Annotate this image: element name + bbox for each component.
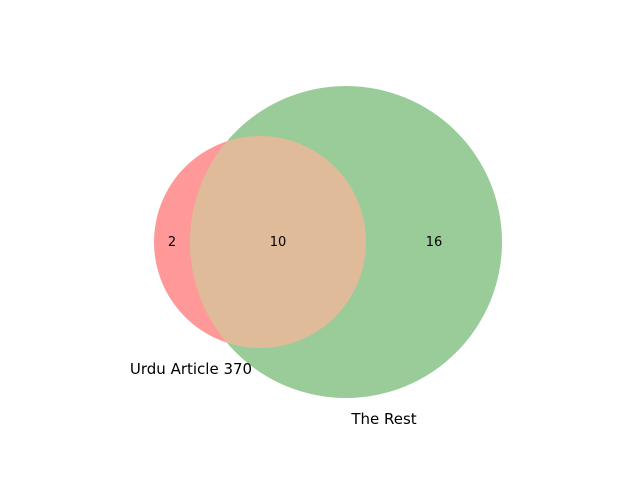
set-b-only-count: 16 bbox=[426, 235, 443, 250]
set-b-label: The Rest bbox=[350, 410, 416, 428]
set-a-label: Urdu Article 370 bbox=[130, 360, 252, 378]
intersection-region bbox=[190, 136, 366, 348]
intersection-count: 10 bbox=[270, 235, 287, 250]
set-a-only-count: 2 bbox=[168, 235, 176, 250]
